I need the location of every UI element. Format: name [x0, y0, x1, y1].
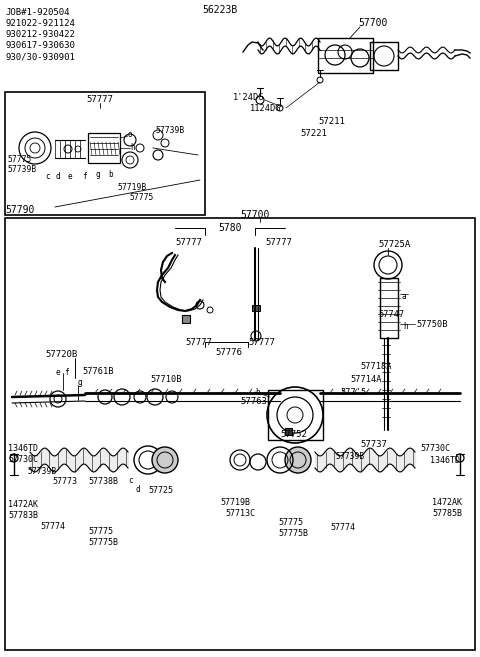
Text: h: h	[130, 143, 134, 152]
Bar	[5, 92, 205, 215]
Text: e: e	[67, 172, 72, 181]
Circle shape	[285, 447, 311, 473]
Bar	[285, 428, 292, 435]
Text: 57761B: 57761B	[82, 367, 113, 376]
Text: 57719B: 57719B	[118, 183, 147, 192]
Text: 57725A: 57725A	[378, 240, 410, 249]
Text: o: o	[128, 130, 132, 139]
Text: 1472AK: 1472AK	[432, 498, 462, 507]
Text: 57739B: 57739B	[8, 165, 37, 174]
Text: 57773: 57773	[52, 477, 77, 486]
Text: 57775: 57775	[130, 193, 155, 202]
Bar	[268, 390, 323, 440]
Text: 57730C: 57730C	[420, 444, 450, 453]
Text: g: g	[78, 378, 83, 387]
Text: 57777: 57777	[248, 338, 275, 347]
Text: 57221: 57221	[300, 129, 327, 138]
Text: d: d	[55, 172, 60, 181]
Circle shape	[152, 447, 178, 473]
Text: 57739B: 57739B	[335, 452, 364, 461]
Text: 1346TD: 1346TD	[8, 444, 38, 453]
Text: d: d	[136, 485, 141, 494]
Text: 57777: 57777	[265, 238, 292, 247]
Text: 930212-930422: 930212-930422	[5, 30, 75, 39]
Text: 5780: 5780	[218, 223, 242, 233]
Text: 57775: 57775	[278, 518, 303, 527]
Text: 930617-930630: 930617-930630	[5, 41, 75, 50]
Text: 57776: 57776	[215, 348, 242, 357]
Text: c: c	[128, 476, 132, 485]
Text: c: c	[45, 172, 49, 181]
Text: 57775: 57775	[8, 155, 32, 164]
Text: 921022-921124: 921022-921124	[5, 19, 75, 28]
Text: 930/30-930901: 930/30-930901	[5, 52, 75, 61]
Bar	[252, 305, 260, 311]
Text: 1472AK: 1472AK	[8, 500, 38, 509]
Text: 56223B: 56223B	[203, 5, 238, 15]
Text: 57737: 57737	[360, 440, 387, 449]
Text: e: e	[55, 368, 60, 377]
Text: b: b	[108, 170, 113, 179]
Text: 57720B: 57720B	[45, 350, 77, 359]
Text: 1'24DG: 1'24DG	[233, 93, 264, 102]
Text: f: f	[64, 368, 69, 377]
Bar	[380, 278, 398, 338]
Text: 57785B: 57785B	[432, 509, 462, 518]
Text: 1346TD: 1346TD	[430, 456, 460, 465]
Text: 57730C: 57730C	[8, 455, 38, 464]
Text: 57777: 57777	[175, 238, 202, 247]
Text: 57790: 57790	[5, 205, 35, 215]
Text: JOB#1-920504: JOB#1-920504	[5, 8, 70, 17]
Text: b: b	[255, 388, 260, 397]
Text: 57700: 57700	[240, 210, 269, 220]
Text: 57718A: 57718A	[360, 362, 392, 371]
Text: 57739B: 57739B	[155, 126, 184, 135]
Text: 577'5: 577'5	[340, 388, 366, 397]
Text: 57713C: 57713C	[225, 509, 255, 518]
Text: 57775B: 57775B	[88, 538, 118, 547]
Bar	[318, 38, 373, 73]
Text: h: h	[403, 322, 408, 331]
Bar	[370, 42, 398, 70]
Text: 57700: 57700	[358, 18, 387, 28]
Text: 57775B: 57775B	[278, 529, 308, 538]
Text: g: g	[95, 170, 100, 179]
Text: 57747: 57747	[378, 310, 404, 319]
Bar	[5, 218, 475, 650]
Text: 57738B: 57738B	[88, 477, 118, 486]
Text: 57211: 57211	[318, 117, 345, 126]
Text: 57752: 57752	[280, 430, 307, 439]
Text: 57774: 57774	[330, 523, 355, 532]
Text: 57774: 57774	[40, 522, 65, 531]
Bar	[88, 133, 120, 163]
Text: f: f	[82, 172, 86, 181]
Text: 57714A: 57714A	[350, 375, 382, 384]
Text: 57775: 57775	[88, 527, 113, 536]
Text: 57719B: 57719B	[220, 498, 250, 507]
Text: 57739B: 57739B	[28, 467, 57, 476]
Text: 57783B: 57783B	[8, 511, 38, 520]
Text: a: a	[402, 292, 407, 301]
Text: 1124DG: 1124DG	[250, 104, 281, 113]
Text: 57777: 57777	[185, 338, 212, 347]
Bar	[182, 315, 190, 323]
Text: 57725: 57725	[148, 486, 173, 495]
Text: 57777: 57777	[86, 95, 113, 104]
Text: 57710B: 57710B	[150, 375, 181, 384]
Text: 57763: 57763	[240, 397, 267, 406]
Text: 57750B: 57750B	[416, 320, 447, 329]
